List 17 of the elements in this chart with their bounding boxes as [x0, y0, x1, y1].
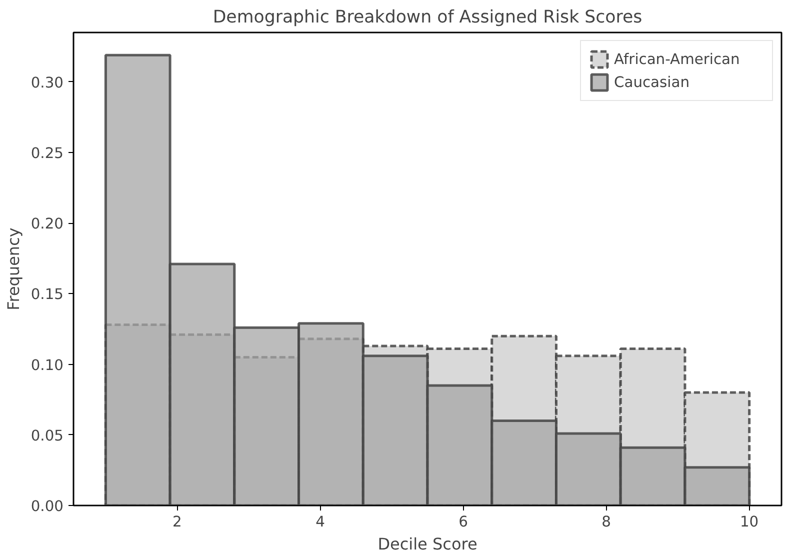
- y-tick-label: 0.25: [30, 145, 64, 162]
- y-tick-label: 0.05: [30, 427, 64, 444]
- x-tick-label: 10: [740, 514, 759, 530]
- x-axis-title: Decile Score: [378, 534, 478, 554]
- legend-label: African-American: [614, 50, 741, 68]
- y-tick-label: 0.00: [30, 498, 64, 515]
- x-tick-label: 8: [602, 514, 611, 530]
- x-tick-label: 2: [172, 514, 182, 530]
- x-tick-label: 6: [458, 514, 468, 530]
- y-tick-label: 0.20: [30, 216, 64, 233]
- y-tick-label: 0.15: [30, 286, 64, 304]
- y-tick-label: 0.10: [30, 356, 64, 374]
- legend-label: Caucasian: [614, 74, 691, 90]
- y-axis-title: Frequency: [4, 228, 23, 310]
- y-tick-label: 0.30: [30, 74, 64, 92]
- x-tick-label: 4: [316, 514, 325, 530]
- chart-title: Demographic Breakdown of Assigned Risk Scores: [212, 8, 642, 28]
